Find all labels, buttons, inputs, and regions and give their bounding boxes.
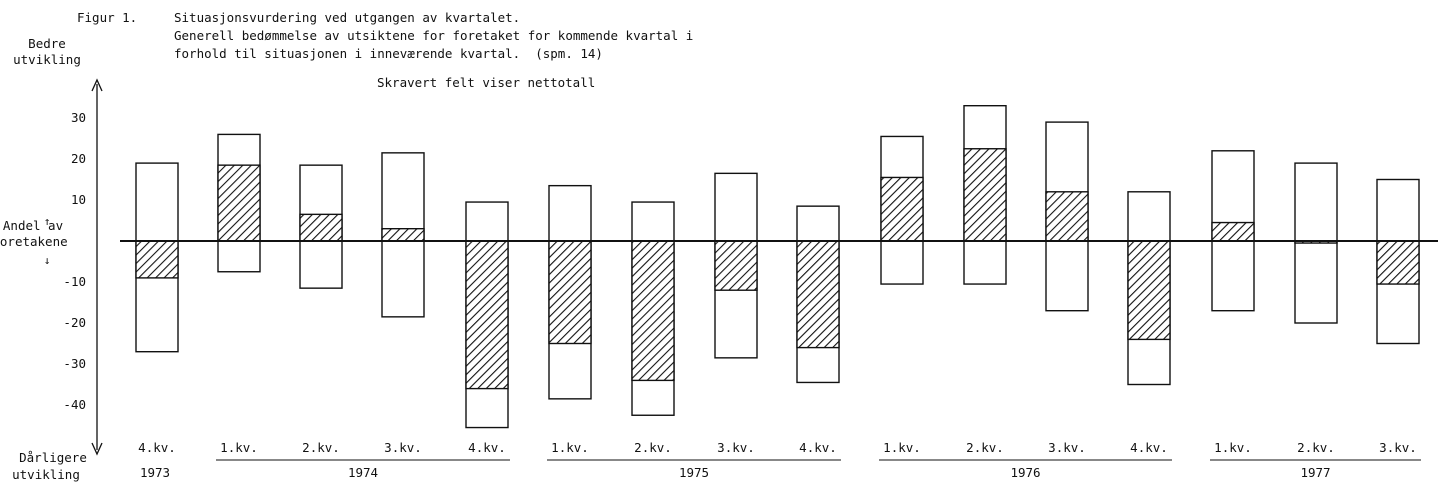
bar-net bbox=[796, 240, 840, 349]
bar-net bbox=[465, 240, 509, 390]
quarter-label: 4.kv. bbox=[1130, 440, 1168, 455]
y-tick-label: 20 bbox=[71, 151, 86, 166]
bar-net bbox=[381, 227, 425, 242]
quarter-label: 4.kv. bbox=[138, 440, 176, 455]
caption-line-3: forhold til situasjonen i inneværende kv… bbox=[174, 46, 603, 61]
y-tick-label: -10 bbox=[63, 274, 86, 289]
y-tick-label: -20 bbox=[63, 315, 86, 330]
quarter-label: 1.kv. bbox=[883, 440, 921, 455]
quarter-label: 4.kv. bbox=[799, 440, 837, 455]
bars-layer bbox=[135, 104, 1420, 429]
ylabel-middle: foretakene bbox=[0, 234, 68, 249]
quarter-label: 2.kv. bbox=[302, 440, 340, 455]
quarter-label: 1.kv. bbox=[220, 440, 258, 455]
year-label: 1975 bbox=[679, 465, 709, 480]
bar-net bbox=[548, 240, 592, 345]
bar-net bbox=[1376, 240, 1420, 285]
bar-net bbox=[299, 213, 343, 242]
small-arrow-down-icon: ↓ bbox=[44, 254, 51, 267]
quarter-label: 3.kv. bbox=[384, 440, 422, 455]
bar-net bbox=[135, 240, 179, 279]
y-tick-label: -30 bbox=[63, 356, 86, 371]
arrow-down-icon bbox=[91, 442, 103, 456]
y-tick-label: -40 bbox=[63, 397, 86, 412]
small-arrow-up-icon: ↑ bbox=[44, 215, 51, 228]
ylabel-middle: Andel av bbox=[3, 218, 63, 233]
bar-net bbox=[1045, 191, 1089, 242]
bar-net bbox=[963, 148, 1007, 242]
bar-net bbox=[880, 176, 924, 242]
bar-net bbox=[1127, 240, 1171, 341]
ylabel-top: utvikling bbox=[13, 52, 81, 67]
y-tick-label: 10 bbox=[71, 192, 86, 207]
year-label: 1974 bbox=[348, 465, 378, 480]
chart-note: Skravert felt viser nettotall bbox=[377, 75, 596, 90]
y-tick-label: 30 bbox=[71, 110, 86, 125]
quarter-label: 4.kv. bbox=[468, 440, 506, 455]
bar-net bbox=[714, 240, 758, 291]
year-label: 1976 bbox=[1010, 465, 1040, 480]
bar-net bbox=[631, 240, 675, 382]
quarter-label: 2.kv. bbox=[634, 440, 672, 455]
x-axis-labels: 4.kv. 1.kv. 2.kv. 3.kv. 4.kv. 1.kv. 2.kv. 3.kv.… bbox=[138, 440, 1421, 480]
ylabel-bottom: Dårligere bbox=[19, 450, 87, 465]
bar-net bbox=[217, 164, 261, 242]
ylabel-top: Bedre bbox=[28, 36, 66, 51]
quarter-label: 3.kv. bbox=[1379, 440, 1417, 455]
quarter-label: 2.kv. bbox=[1297, 440, 1335, 455]
quarter-label: 3.kv. bbox=[717, 440, 755, 455]
quarter-label: 1.kv. bbox=[1214, 440, 1252, 455]
year-label: 1977 bbox=[1300, 465, 1330, 480]
caption-line-1: Situasjonsvurdering ved utgangen av kvar… bbox=[174, 10, 521, 25]
arrow-up-icon bbox=[91, 78, 103, 92]
ylabel-bottom: utvikling bbox=[12, 467, 80, 482]
quarter-label: 3.kv. bbox=[1048, 440, 1086, 455]
quarter-label: 1.kv. bbox=[551, 440, 589, 455]
figure-label: Figur 1. bbox=[77, 10, 138, 25]
quarter-label: 2.kv. bbox=[966, 440, 1004, 455]
year-label: 1973 bbox=[140, 465, 170, 480]
bar-net bbox=[1211, 221, 1255, 242]
caption-line-2: Generell bedømmelse av utsiktene for for… bbox=[174, 28, 694, 43]
